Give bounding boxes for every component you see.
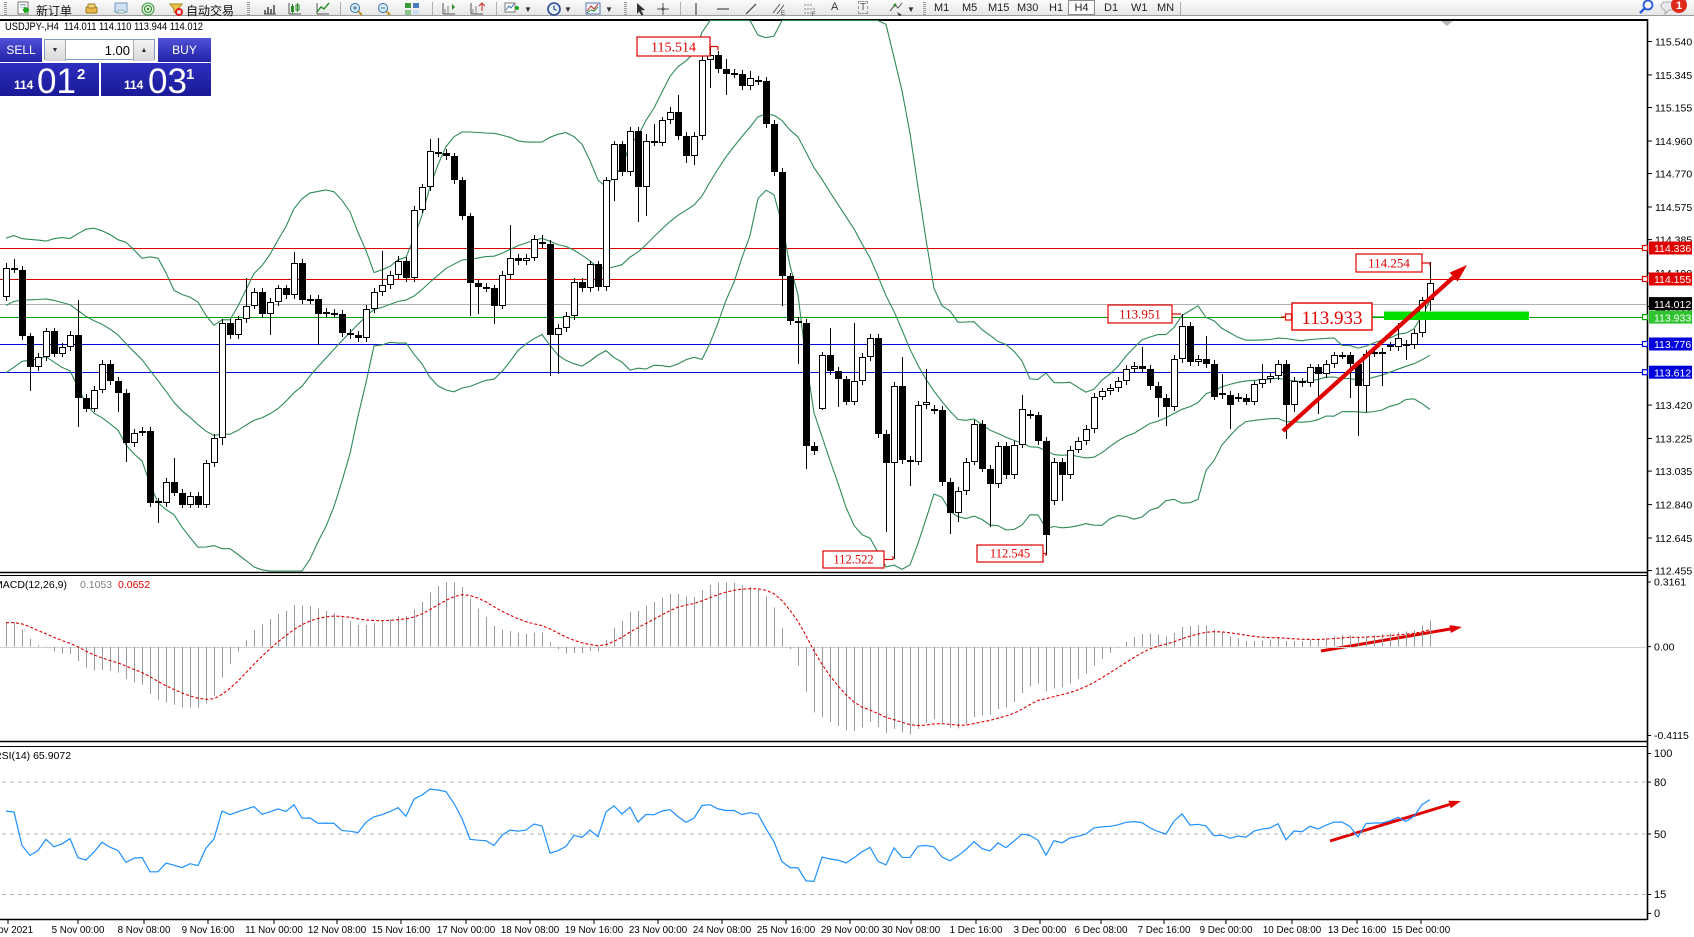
svg-text:112.645: 112.645 [1655, 533, 1692, 545]
svg-text:0.1053: 0.1053 [80, 579, 112, 591]
svg-text:50: 50 [1654, 829, 1666, 841]
svg-text:15 Dec 00:00: 15 Dec 00:00 [1392, 925, 1451, 936]
svg-text:80: 80 [1654, 777, 1666, 789]
svg-text:100: 100 [1654, 748, 1672, 760]
svg-text:1: 1 [1676, 0, 1682, 12]
svg-text:15 Nov 16:00: 15 Nov 16:00 [372, 925, 431, 936]
svg-text:112.545: 112.545 [990, 547, 1030, 561]
svg-text:10 Dec 08:00: 10 Dec 08:00 [1263, 925, 1322, 936]
svg-text:113.933: 113.933 [1301, 308, 1362, 329]
svg-text:6 Dec 08:00: 6 Dec 08:00 [1075, 925, 1128, 936]
svg-text:8 Nov 08:00: 8 Nov 08:00 [118, 925, 171, 936]
svg-text:113.225: 113.225 [1655, 434, 1692, 446]
svg-text:12 Nov 08:00: 12 Nov 08:00 [308, 925, 367, 936]
svg-text:114.960: 114.960 [1655, 136, 1692, 148]
svg-text:114.336: 114.336 [1654, 243, 1691, 255]
svg-text:23 Nov 00:00: 23 Nov 00:00 [629, 925, 688, 936]
svg-text:0.00: 0.00 [1654, 642, 1675, 654]
svg-text:17 Nov 00:00: 17 Nov 00:00 [437, 925, 496, 936]
svg-text:MACD(12,26,9): MACD(12,26,9) [0, 579, 67, 591]
svg-text:11 Nov 00:00: 11 Nov 00:00 [245, 925, 303, 936]
svg-text:9 Dec 00:00: 9 Dec 00:00 [1200, 925, 1253, 936]
svg-text:1 Dec 16:00: 1 Dec 16:00 [950, 925, 1003, 936]
svg-text:112.522: 112.522 [833, 553, 873, 567]
svg-text:USDJPY-,H4 114.011 114.110 11: USDJPY-,H4 114.011 114.110 113.944 114.0… [5, 21, 203, 33]
svg-text:115.540: 115.540 [1655, 37, 1692, 49]
svg-text:30 Nov 08:00: 30 Nov 08:00 [882, 925, 941, 936]
svg-text:0.0652: 0.0652 [118, 579, 150, 591]
svg-text:113.951: 113.951 [1119, 307, 1161, 322]
svg-text:19 Nov 16:00: 19 Nov 16:00 [565, 925, 624, 936]
svg-text:4 Nov 2021: 4 Nov 2021 [0, 925, 33, 936]
svg-text:15: 15 [1654, 889, 1666, 901]
svg-text:113.612: 113.612 [1654, 367, 1691, 379]
svg-text:7 Dec 16:00: 7 Dec 16:00 [1138, 925, 1191, 936]
svg-text:115.345: 115.345 [1655, 70, 1692, 82]
svg-text:3 Dec 00:00: 3 Dec 00:00 [1014, 925, 1067, 936]
svg-text:112.840: 112.840 [1655, 500, 1692, 512]
svg-text:18 Nov 08:00: 18 Nov 08:00 [501, 925, 560, 936]
svg-text:5 Nov 00:00: 5 Nov 00:00 [52, 925, 105, 936]
svg-text:114.254: 114.254 [1368, 256, 1410, 271]
svg-text:24 Nov 08:00: 24 Nov 08:00 [693, 925, 752, 936]
svg-text:114.575: 114.575 [1655, 202, 1692, 214]
svg-text:F: F [812, 12, 816, 17]
svg-text:0.3161: 0.3161 [1654, 577, 1686, 589]
svg-text:114.155: 114.155 [1654, 274, 1691, 286]
svg-text:113.035: 113.035 [1655, 466, 1692, 478]
svg-text:115.514: 115.514 [651, 41, 696, 56]
svg-text:9 Nov 16:00: 9 Nov 16:00 [182, 925, 235, 936]
svg-text:112.455: 112.455 [1655, 566, 1692, 578]
svg-text:113.776: 113.776 [1654, 339, 1691, 351]
svg-text:29 Nov 00:00: 29 Nov 00:00 [821, 925, 880, 936]
svg-text:115.155: 115.155 [1655, 103, 1692, 115]
svg-text:113.420: 113.420 [1655, 400, 1692, 412]
svg-text:114.012: 114.012 [1654, 299, 1691, 311]
svg-text:13 Dec 16:00: 13 Dec 16:00 [1328, 925, 1387, 936]
svg-text:E: E [781, 11, 785, 17]
svg-text:25 Nov 16:00: 25 Nov 16:00 [757, 925, 816, 936]
svg-text:0: 0 [1654, 908, 1660, 920]
svg-text:-0.4115: -0.4115 [1654, 730, 1689, 742]
svg-text:113.933: 113.933 [1654, 312, 1691, 324]
svg-text:114.770: 114.770 [1655, 169, 1692, 181]
svg-text:RSI(14) 65.9072: RSI(14) 65.9072 [0, 750, 71, 762]
